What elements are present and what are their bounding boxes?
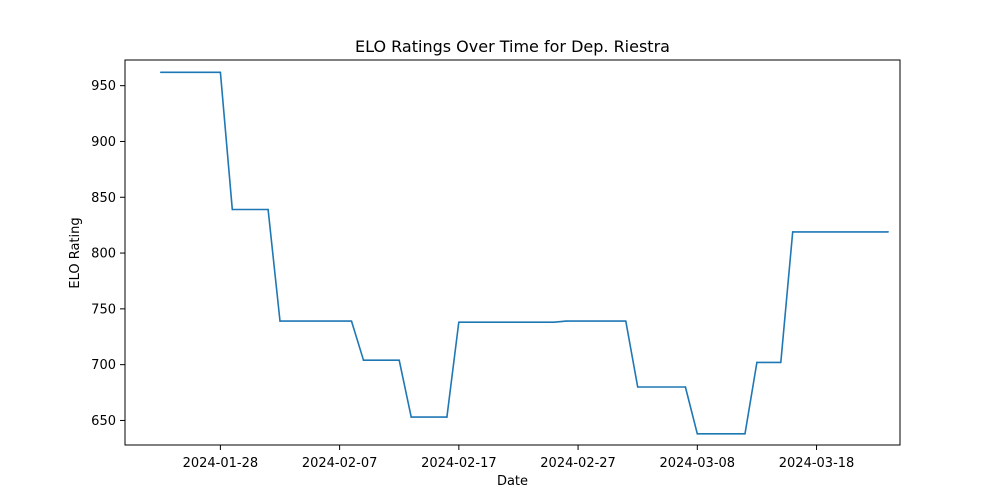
data-point — [350, 320, 353, 322]
series-line — [160, 71, 889, 435]
x-tick-label: 2024-01-28 — [183, 456, 259, 471]
data-point — [159, 71, 162, 74]
x-tick-label: 2024-02-07 — [302, 456, 378, 471]
data-point — [791, 231, 794, 233]
data-point — [446, 416, 448, 418]
x-tick-label: 2024-02-17 — [421, 456, 497, 471]
data-point — [684, 386, 687, 388]
plot-frame — [124, 59, 901, 446]
data-point — [219, 71, 222, 74]
data-point — [624, 320, 627, 322]
chart-title: ELO Ratings Over Time for Dep. Riestra — [355, 37, 670, 56]
y-tick-label: 650 — [91, 414, 116, 429]
data-point — [756, 361, 758, 364]
y-tick-label: 900 — [91, 135, 116, 150]
x-tick-label: 2024-02-27 — [540, 456, 616, 471]
x-tick-label: 2024-03-08 — [660, 456, 736, 471]
data-point — [565, 320, 567, 322]
y-tick-label: 950 — [91, 79, 116, 94]
data-point — [231, 208, 234, 211]
x-tick-label: 2024-03-18 — [779, 456, 855, 471]
y-tick-label: 750 — [91, 302, 116, 317]
data-point — [696, 433, 699, 435]
data-point — [744, 433, 746, 435]
data-point — [279, 320, 281, 322]
y-tick-label: 800 — [91, 247, 116, 262]
data-point — [362, 359, 365, 361]
data-point — [398, 359, 401, 361]
data-point — [458, 321, 460, 324]
y-tick-label: 700 — [91, 358, 116, 373]
x-axis: 2024-01-28 2024-02-07 2024-02-17 2024-02-27… — [183, 445, 855, 471]
y-axis-label: ELO Rating — [68, 217, 83, 288]
data-point — [887, 231, 889, 233]
data-point — [410, 416, 412, 418]
data-point — [636, 386, 639, 388]
data-point — [779, 361, 782, 364]
y-axis: 650 700 750 800 850 900 950 — [91, 79, 125, 429]
data-point — [267, 208, 269, 211]
plot-area — [159, 71, 889, 435]
data-point — [553, 321, 556, 324]
x-axis-label: Date — [497, 474, 528, 489]
y-tick-label: 850 — [91, 191, 116, 206]
